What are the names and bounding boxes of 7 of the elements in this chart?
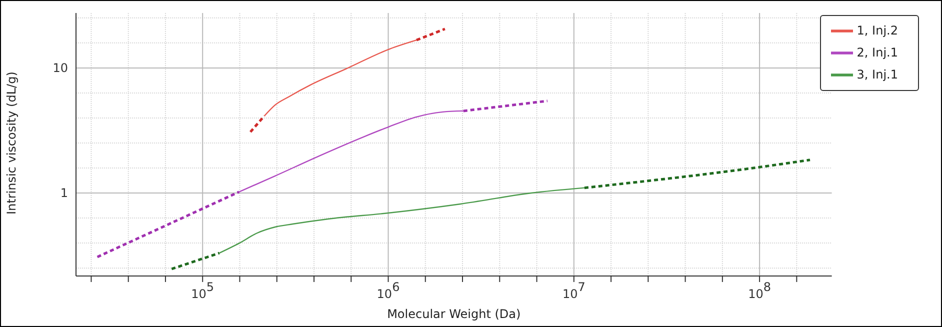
legend-label: 1, Inj.2 [856,23,898,38]
x-axis-title: Molecular Weight (Da) [387,307,521,321]
y-axis-title: Intrinsic viscosity (dL/g) [4,72,18,214]
legend-label: 2, Inj.1 [856,45,898,60]
legend-label: 3, Inj.1 [856,67,898,82]
y-tick-label: 1 [60,186,68,200]
y-tick-label: 10 [52,60,68,75]
